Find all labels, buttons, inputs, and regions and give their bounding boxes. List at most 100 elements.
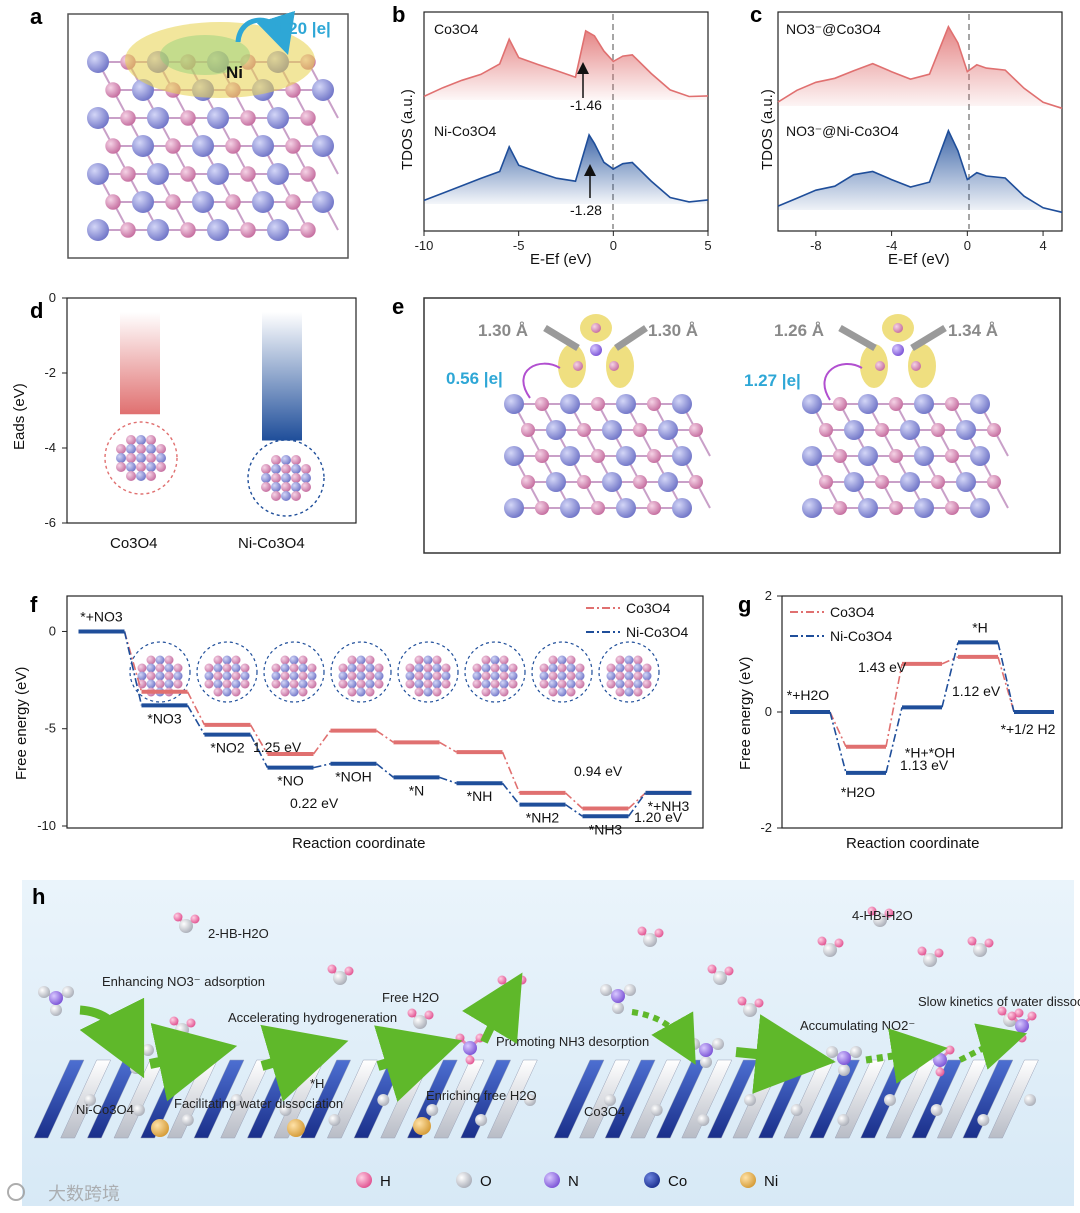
inset-atom [615,655,625,665]
tick-label: -8 [810,238,822,253]
o-atom [105,194,121,210]
panel-b-xticks: -10 -5 0 5 [415,231,712,253]
inset-atom [156,453,166,463]
co-atom [546,472,566,492]
inset-atom [298,687,308,697]
ammonia-h [1017,1033,1027,1043]
inset-atom [291,473,301,483]
dos-fill-ni-co3o4 [778,130,1062,213]
co-atom [546,420,566,440]
inset-atom [499,671,509,681]
o-atom [120,166,136,182]
inset-atom [481,663,491,673]
o-atom [931,423,945,437]
inset-atom [432,655,442,665]
inset-atom [642,663,652,673]
inset-atom [481,687,491,697]
dos-line-ni-co3o4 [423,132,709,203]
connector-1-8 [627,792,647,817]
inset-atom [231,655,241,665]
inset-atom [557,655,567,665]
inset-atom [146,444,156,454]
water-h [724,966,734,976]
inset-atom [642,671,652,681]
o-atom [591,323,601,333]
co-atom [900,472,920,492]
panel-c-xticks: -8 -4 0 4 [810,231,1047,253]
structure-inset-ni-co3o4 [247,439,325,517]
inset-atom [566,655,576,665]
co-atom [267,163,289,185]
ammonia-n [1015,1019,1029,1033]
co-atom [504,394,524,414]
nitrate-n [837,1051,851,1065]
inset-atom [548,655,558,665]
state-label: *N [409,782,425,798]
isosurface-right [606,344,634,388]
o-atom [577,475,591,489]
inset-atom [137,671,147,681]
o-atom [285,138,301,154]
inset-atom [271,671,281,681]
inset-atom [146,671,156,681]
state-label: *H [972,619,988,635]
curve-label-no3-ni-co3o4: NO3⁻@Ni-Co3O4 [786,123,899,139]
panel-g-yticks: 2 0 -2 [760,588,782,835]
arrow-step-3 [374,1025,463,1102]
inset-atom [146,462,156,472]
inset-atom [204,671,214,681]
inset-atom [432,663,442,673]
ammonia-h [945,1045,955,1055]
inset-atom [291,455,301,465]
inset-atom [298,655,308,665]
nanorod [460,1059,512,1139]
water-h [917,946,927,956]
inset-atom [432,679,442,689]
inset-atom [281,491,291,501]
state-label: *NO3 [147,710,181,726]
water-h [1014,1008,1024,1018]
o-atom [105,82,121,98]
bond-length-right-1: 1.26 Å [774,321,824,340]
o-atom [300,166,316,182]
o-atom [689,475,703,489]
o-atom [893,323,903,333]
inset-atom [490,687,500,697]
inset-atom [146,655,156,665]
o-atom [521,475,535,489]
tick-label: 0 [964,238,971,253]
label-star-h: *H [310,1076,324,1091]
co-atom [858,498,878,518]
inset-atom [405,663,415,673]
inset-atom [365,663,375,673]
inset-atom [490,663,500,673]
inset-atom [231,679,241,689]
tick-label: 4 [1039,238,1046,253]
o-atom [285,194,301,210]
inset-atom [307,663,317,673]
curve-label-no3-co3o4: NO3⁻@Co3O4 [786,21,881,37]
nitrate-o [624,984,636,996]
panel-g-state-labels: *+H2O *H2O *H+*OH *H *+1/2 H2 [787,619,1056,800]
inset-atom [490,655,500,665]
legend-ni-co3o4-f: Ni-Co3O4 [626,624,688,640]
barrier-1-12: 1.12 eV [952,683,1001,699]
state-label: *NO2 [210,740,244,756]
panel-label-b: b [392,2,405,27]
inset-atom [347,655,357,665]
state-label: *+H2O [787,687,830,703]
ammonia-n [505,983,519,997]
inset-atom [291,464,301,474]
inset-atom [155,671,165,681]
nanorod [911,1059,963,1139]
inset-atom [414,679,424,689]
co-atom [802,446,822,466]
inset-atom [557,663,567,673]
o-atom [911,361,921,371]
inset-atom [146,471,156,481]
inset-atom [126,444,136,454]
inset-atom [642,679,652,689]
inset-atom [213,687,223,697]
inset-atom [539,671,549,681]
connector-1-3 [313,762,331,769]
